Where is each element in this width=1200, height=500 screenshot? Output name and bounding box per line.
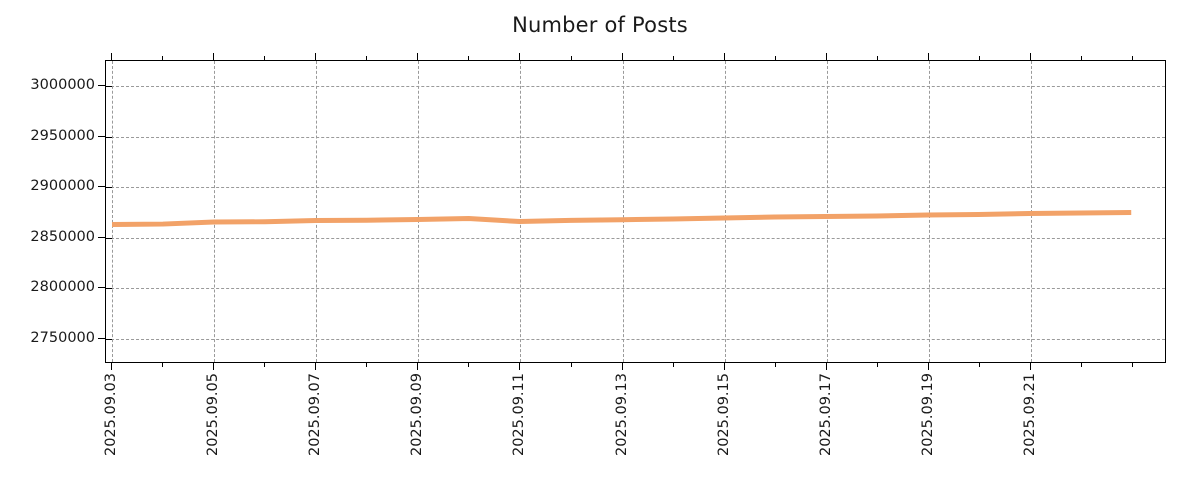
x-axis-tick-minor [366, 363, 368, 367]
x-axis-tick-label: 2025.09.15 [715, 373, 732, 457]
x-axis-tick-minor [264, 363, 266, 367]
x-axis-tick-minor-top [1132, 56, 1134, 60]
page-title: Number of Posts [512, 13, 688, 37]
plot-inner [106, 61, 1165, 362]
y-axis-tick-outer [98, 135, 105, 137]
x-axis-tick-minor [876, 363, 878, 367]
x-axis-tick-minor-top [264, 56, 266, 60]
x-axis-tick-major [621, 363, 623, 370]
x-axis-tick-minor-top [366, 56, 368, 60]
x-axis-tick-major-top [417, 53, 419, 60]
y-axis-tick-outer [98, 337, 105, 339]
x-axis-tick-label: 2025.09.17 [817, 373, 834, 457]
y-axis-tick-outer [98, 85, 105, 87]
y-axis-tick-label: 2900000 [30, 178, 95, 195]
x-axis-tick-label: 2025.09.07 [307, 373, 324, 457]
y-axis-tick [106, 237, 112, 239]
x-axis-tick-major [417, 363, 419, 370]
gridline-vertical [112, 61, 113, 362]
x-axis-ticks-bottom [105, 363, 1166, 371]
data-series-line [111, 210, 1132, 228]
gridline-vertical [520, 61, 522, 362]
y-axis-tick-label: 2750000 [30, 329, 95, 346]
x-axis-tick-major-top [723, 53, 725, 60]
y-axis-tick-label: 3000000 [30, 77, 95, 94]
y-axis-tick [106, 288, 112, 290]
x-axis-ticks-top [105, 52, 1166, 60]
x-axis-tick-major-top [315, 53, 317, 60]
x-axis-tick-minor [162, 363, 164, 367]
gridline-vertical [214, 61, 216, 362]
x-axis-tick-minor [978, 363, 980, 367]
x-axis-tick-label: 2025.09.19 [919, 373, 936, 457]
y-axis-tick-outer [98, 287, 105, 289]
x-axis-tick-minor [570, 363, 572, 367]
gridline-horizontal [106, 136, 1165, 138]
y-axis-tick-label: 2850000 [30, 228, 95, 245]
y-axis-tick-outer [98, 236, 105, 238]
x-axis-tick-minor-top [1081, 56, 1083, 60]
x-axis-tick-major-top [111, 53, 112, 60]
x-axis-tick-minor [672, 363, 674, 367]
x-axis-tick-minor-top [978, 56, 980, 60]
y-axis-tick [106, 86, 112, 88]
x-axis-tick-label: 2025.09.03 [103, 373, 119, 457]
gridline-vertical [316, 61, 318, 362]
gridline-horizontal [106, 288, 1165, 290]
x-axis-tick-minor-top [162, 56, 164, 60]
gridline-horizontal [106, 86, 1165, 88]
x-axis-tick-labels: 2025.09.03 2025.09.05 2025.09.07 2025.09.09… [103, 373, 1166, 493]
gridline-vertical [622, 61, 624, 362]
x-axis-tick-major-top [519, 53, 521, 60]
x-axis-tick-label: 2025.09.11 [511, 373, 528, 457]
x-axis-tick-major-top [621, 53, 623, 60]
x-axis-tick-major [1030, 363, 1032, 370]
x-axis-tick-minor [1081, 363, 1083, 367]
gridline-vertical [724, 61, 726, 362]
x-axis-tick-minor [468, 363, 470, 367]
x-axis-tick-major-top [825, 53, 827, 60]
gridline-vertical [826, 61, 828, 362]
x-axis-tick-major [111, 363, 112, 370]
x-axis-tick-label: 2025.09.09 [409, 373, 426, 457]
y-axis-tick-label: 2950000 [30, 127, 95, 144]
x-axis-tick-minor-top [774, 56, 776, 60]
x-axis-tick-major [213, 363, 215, 370]
x-axis-tick-minor-top [672, 56, 674, 60]
y-axis-tick [106, 136, 112, 138]
x-axis-tick-label: 2025.09.05 [205, 373, 222, 457]
x-axis-tick-major-top [927, 53, 929, 60]
x-axis-tick-minor [774, 363, 776, 367]
x-axis-tick-minor-top [570, 56, 572, 60]
x-axis-tick-major [723, 363, 725, 370]
gridline-vertical [418, 61, 420, 362]
y-axis-tick-outer [98, 186, 105, 188]
x-axis-tick-major-top [213, 53, 215, 60]
x-axis-tick-label: 2025.09.13 [613, 373, 630, 457]
y-axis-tick [106, 338, 112, 340]
x-axis-tick-major-top [1030, 53, 1032, 60]
x-axis-tick-minor-top [876, 56, 878, 60]
y-axis-tick [106, 187, 112, 189]
gridline-horizontal [106, 338, 1165, 340]
gridline-vertical [928, 61, 930, 362]
x-axis-tick-major [927, 363, 929, 370]
gridline-horizontal [106, 187, 1165, 189]
y-axis-tick-label: 2800000 [30, 279, 95, 296]
plot-area [105, 60, 1166, 363]
x-axis-tick-label: 2025.09.21 [1022, 373, 1039, 457]
x-axis-tick-major [519, 363, 521, 370]
gridline-horizontal [106, 237, 1165, 239]
x-axis-tick-major [825, 363, 827, 370]
x-axis-tick-major [315, 363, 317, 370]
x-axis-tick-minor [1132, 363, 1134, 367]
x-axis-tick-minor-top [468, 56, 470, 60]
